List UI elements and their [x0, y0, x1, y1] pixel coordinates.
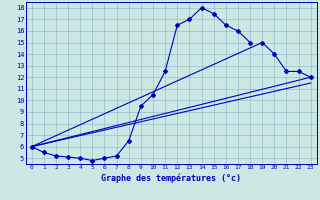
X-axis label: Graphe des températures (°c): Graphe des températures (°c) [101, 173, 241, 183]
